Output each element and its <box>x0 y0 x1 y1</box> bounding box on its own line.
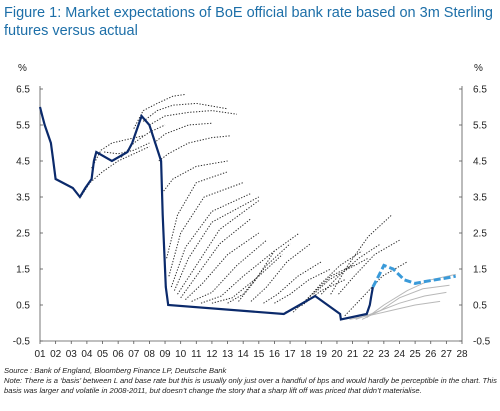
actual-rate-series <box>38 106 456 321</box>
x-tick-label: 23 <box>378 349 390 360</box>
expectation-curve <box>91 135 144 169</box>
y-tick-label-right: 0.5 <box>473 301 487 312</box>
expectation-curve <box>263 261 322 304</box>
older-forward-curve <box>349 300 441 320</box>
y-tick-label-left: 5.5 <box>16 121 30 132</box>
y-axis-unit-left: % <box>18 63 27 74</box>
expectation-curve <box>330 214 393 295</box>
expectation-curve <box>274 268 331 304</box>
x-tick-label: 21 <box>347 349 359 360</box>
y-tick-label-right: 2.5 <box>473 229 487 240</box>
x-tick-label: 26 <box>425 349 437 360</box>
x-tick-label: 22 <box>363 349 375 360</box>
expectation-curve <box>313 257 369 295</box>
x-tick-label: 02 <box>50 349 62 360</box>
x-tick-label: 08 <box>144 349 156 360</box>
expectation-curve <box>158 135 231 162</box>
expectation-curve <box>191 239 267 302</box>
expectation-curve <box>344 261 408 317</box>
y-tick-label-left: 6.5 <box>16 85 30 96</box>
older-forward-curve <box>355 291 447 320</box>
x-tick-label: 17 <box>285 349 297 360</box>
expectation-curve <box>142 102 228 122</box>
y-tick-label-left: 4.5 <box>16 157 30 168</box>
x-tick-label: 14 <box>238 349 250 360</box>
x-tick-label: 07 <box>128 349 140 360</box>
y-tick-label-left: 2.5 <box>16 229 30 240</box>
older-forward-curve <box>361 284 450 320</box>
expectation-curve <box>227 243 291 304</box>
expectation-curve <box>104 142 150 155</box>
expectation-curve <box>338 239 400 295</box>
expectation-curve <box>80 146 150 198</box>
y-tick-label-left: 3.5 <box>16 193 30 204</box>
expectation-curve <box>173 196 260 291</box>
x-tick-label: 24 <box>394 349 406 360</box>
source-note: Source : Bank of England, Bloomberg Fina… <box>4 366 227 375</box>
x-tick-label: 28 <box>456 349 468 360</box>
x-tick-label: 05 <box>97 349 109 360</box>
y-tick-label-right: 6.5 <box>473 85 487 96</box>
expectation-curve <box>133 93 186 129</box>
x-tick-label: 06 <box>113 349 125 360</box>
expectation-curve <box>153 122 212 144</box>
x-tick-label: 18 <box>300 349 312 360</box>
expectation-curve <box>185 232 260 300</box>
x-tick-label: 11 <box>191 349 202 360</box>
y-tick-label-right: 5.5 <box>473 121 487 132</box>
expectation-curve <box>177 200 260 295</box>
x-tick-label: 04 <box>81 349 93 360</box>
x-tick-label: 01 <box>34 349 46 360</box>
note-line-1: Note: There is a ‘basis’ between L and b… <box>4 376 497 385</box>
actual-bank-rate-line <box>38 106 374 321</box>
note-line-2: basis was larger and volatile in 2008-20… <box>4 386 422 395</box>
expectation-curve <box>303 250 363 304</box>
figure-footer: Source : Bank of England, Bloomberg Fina… <box>4 366 497 396</box>
x-tick-label: 25 <box>410 349 422 360</box>
y-tick-label-right: 1.5 <box>473 265 487 276</box>
x-tick-label: 09 <box>159 349 171 360</box>
x-tick-label: 27 <box>441 349 453 360</box>
expectation-curve <box>180 218 252 299</box>
axes <box>39 86 463 344</box>
y-tick-label-right: 4.5 <box>473 157 487 168</box>
expectation-curves <box>80 93 456 320</box>
y-tick-label-right: 3.5 <box>473 193 487 204</box>
x-tick-label: 19 <box>316 349 328 360</box>
y-tick-label-left: 1.5 <box>16 265 30 276</box>
x-tick-label: 03 <box>66 349 78 360</box>
expectation-curve <box>170 192 252 288</box>
expectation-curve <box>320 243 381 295</box>
x-tick-label: 15 <box>253 349 265 360</box>
x-tick-label: 16 <box>269 349 281 360</box>
y-tick-label-left: 0.5 <box>16 301 30 312</box>
expectation-curve <box>200 250 275 304</box>
x-tick-label: 12 <box>206 349 218 360</box>
figure-title: Figure 1: Market expectations of BoE off… <box>4 5 493 39</box>
axis-labels: 6.5 6.5 5.5 5.5 4.5 4.5 3.5 3.5 2.5 2.5 1.5 1.5 0.5 0… <box>13 63 491 360</box>
latest-expectation-line <box>371 263 456 288</box>
expectation-curve <box>168 182 244 277</box>
expectation-curve <box>211 254 283 304</box>
expectation-curve <box>161 160 228 194</box>
y-axis-unit-right: % <box>474 63 483 74</box>
x-tick-label: 20 <box>331 349 343 360</box>
expectation-curve <box>292 264 353 313</box>
x-tick-label: 13 <box>222 349 234 360</box>
y-tick-label-right: -0.5 <box>473 337 491 348</box>
expectation-curve <box>149 110 237 126</box>
x-tick-label: 10 <box>175 349 187 360</box>
expectation-curve <box>238 232 300 302</box>
y-tick-label-left: -0.5 <box>13 337 31 348</box>
